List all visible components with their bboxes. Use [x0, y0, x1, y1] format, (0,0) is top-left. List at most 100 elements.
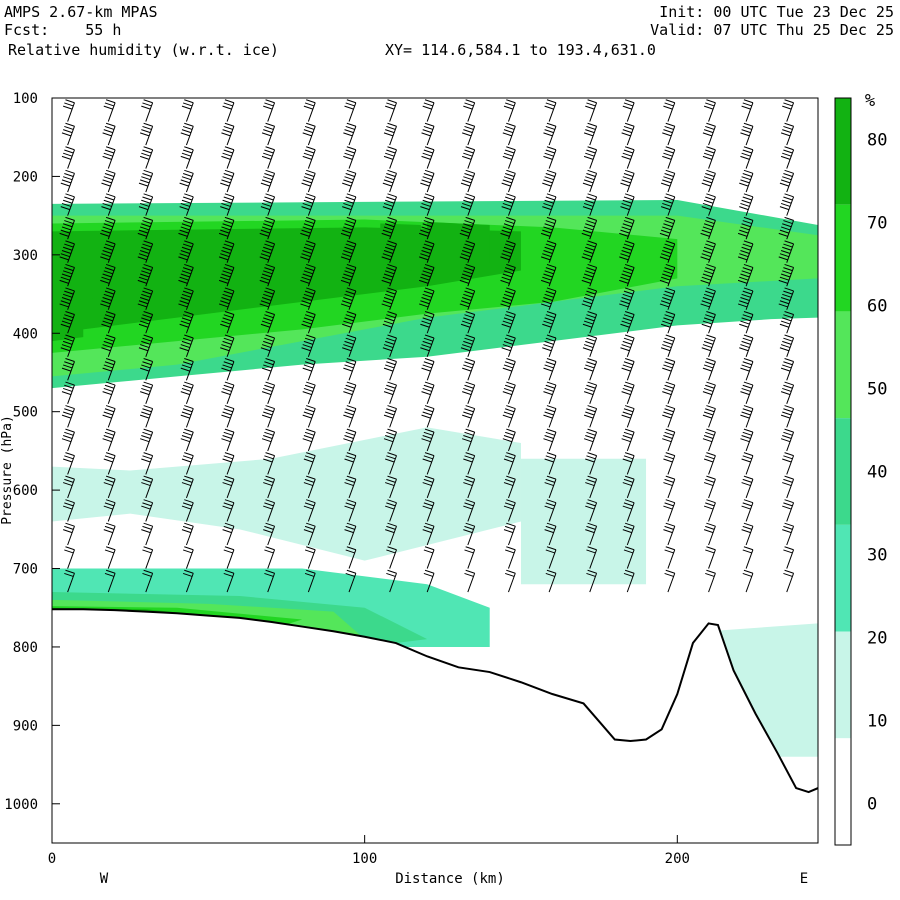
barb-staff	[467, 126, 476, 146]
wind-barb	[261, 146, 276, 169]
barb-flag	[659, 256, 670, 261]
wind-barb	[342, 334, 357, 357]
barb-flag	[387, 569, 397, 574]
wind-barb	[659, 240, 676, 263]
barb-flag	[64, 267, 74, 272]
barb-flag	[784, 122, 794, 127]
barb-flag	[383, 320, 394, 325]
barb-flag	[663, 223, 673, 228]
barb-staff	[589, 220, 598, 240]
barb-flag	[739, 323, 749, 328]
barb-staff	[348, 408, 357, 428]
barb-flag	[504, 502, 515, 507]
barb-flag	[585, 152, 595, 157]
barb-staff	[389, 337, 397, 357]
barb-flag	[346, 146, 357, 151]
barb-flag	[705, 549, 715, 554]
barb-staff	[467, 102, 476, 122]
barb-staff	[426, 408, 435, 428]
barb-flag	[501, 347, 511, 352]
rh-region-80	[380, 223, 421, 271]
barb-staff	[745, 243, 754, 263]
barb-flag	[503, 246, 514, 251]
wind-barb	[61, 381, 75, 405]
wind-barb	[779, 169, 795, 193]
barb-staff	[67, 384, 75, 405]
barb-flag	[102, 344, 112, 349]
barb-staff	[307, 337, 316, 357]
barb-flag	[703, 482, 714, 487]
wind-barb	[502, 146, 516, 169]
barb-flag	[462, 344, 472, 349]
barb-flag	[64, 408, 74, 413]
barb-flag	[264, 267, 274, 272]
wind-barb	[142, 569, 154, 593]
barb-flag	[779, 253, 790, 258]
barb-flag	[546, 522, 557, 527]
barb-flag	[60, 300, 70, 305]
barb-staff	[667, 384, 676, 405]
barb-staff	[389, 267, 397, 287]
barb-flag	[624, 405, 635, 410]
barb-flag	[303, 152, 314, 157]
wind-barb	[741, 475, 754, 499]
barb-flag	[506, 334, 516, 339]
barb-flag	[620, 323, 630, 328]
barb-flag	[622, 317, 632, 322]
barb-flag	[784, 263, 794, 268]
barb-flag	[224, 405, 235, 410]
wind-barb	[582, 169, 598, 193]
barb-flag	[141, 364, 151, 369]
barb-flag	[543, 297, 553, 302]
barb-flag	[259, 303, 269, 308]
barb-flag	[705, 455, 715, 460]
barb-flag	[345, 384, 355, 389]
barb-flag	[421, 155, 431, 160]
barb-flag	[101, 206, 111, 211]
barb-flag	[545, 267, 555, 272]
barb-flag	[587, 522, 597, 527]
barb-flag	[265, 99, 275, 104]
wind-barb	[61, 358, 75, 381]
barb-flag	[504, 125, 515, 130]
barb-staff	[185, 526, 194, 546]
wind-barb	[705, 569, 716, 593]
barb-flag	[102, 202, 112, 207]
barb-flag	[740, 273, 750, 278]
barb-staff	[626, 502, 635, 522]
barb-flag	[587, 428, 597, 433]
barb-flag	[387, 193, 397, 198]
barb-flag	[139, 438, 150, 443]
wind-barb	[741, 522, 754, 546]
wind-barb	[463, 499, 476, 522]
barb-flag	[585, 482, 595, 487]
barb-flag	[463, 340, 473, 345]
barb-staff	[626, 126, 635, 146]
barb-flag	[663, 529, 673, 534]
wind-barb	[621, 381, 635, 405]
barb-flag	[264, 525, 274, 530]
barb-flag	[743, 358, 754, 362]
barb-staff	[267, 549, 276, 569]
barb-flag	[706, 287, 716, 292]
barb-flag	[543, 320, 553, 325]
barb-flag	[742, 267, 752, 272]
barb-flag	[706, 546, 716, 551]
wind-barb	[705, 546, 716, 569]
barb-flag	[586, 478, 596, 483]
barb-staff	[348, 549, 357, 569]
barb-flag	[265, 287, 275, 292]
barb-staff	[185, 573, 194, 593]
barb-flag	[582, 253, 593, 258]
barb-flag	[543, 414, 553, 419]
barb-staff	[107, 549, 116, 569]
barb-flag	[702, 273, 713, 278]
barb-flag	[104, 572, 115, 577]
wind-barb	[61, 146, 75, 169]
barb-flag	[587, 546, 597, 551]
barb-staff	[145, 267, 154, 287]
wind-barb	[259, 263, 276, 287]
barb-staff	[145, 502, 154, 522]
barb-flag	[586, 525, 596, 530]
barb-flag	[586, 243, 596, 248]
